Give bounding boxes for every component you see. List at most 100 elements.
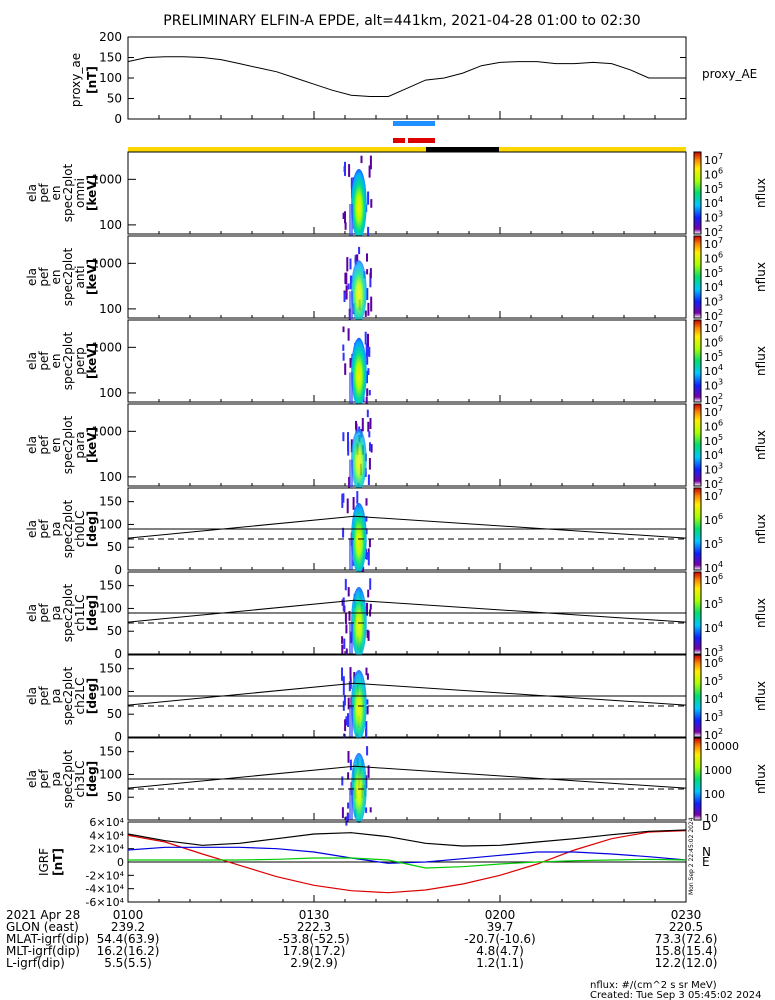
spectrogram-pixel [369,603,372,610]
spectrogram-pixel [347,713,349,725]
footer-row-value: 1.2(1.1) [476,956,524,970]
pa-ytick-label: 150 [99,495,122,509]
colorbar-tick-label: 104 [704,195,723,210]
footer-row-label: MLAT-igrf(dip) [6,932,89,946]
spectrogram-pixel [349,275,352,290]
igrf-ytick-label: 0 [117,856,124,869]
spectrogram-pixel [347,697,350,710]
footer-row-value: 16.2(16.2) [97,944,160,958]
spectrogram-pixel [352,497,355,510]
panel-ylabel: para [73,431,87,458]
panel-ylabel: ch2LC [73,678,87,715]
spectrogram-pixel [349,358,352,368]
spectrogram-pixel [344,272,347,284]
spectrogram-panel-6: 150100500elapefpaspec2plotch1LC[deg]1061… [25,571,768,661]
colorbar-label: nflux [754,514,768,544]
colorbar: 106 105 104 103 nflux [693,571,768,659]
footer-row-value: 39.7 [487,920,514,934]
colorbar-tick-label: 103 [704,644,723,659]
colorbar-tick-label: 105 [704,181,723,196]
spectrogram-pixel [365,667,368,676]
spectrogram-pixel [364,331,367,345]
spectrogram-pixel [356,491,359,504]
en-ytick-label: 100 [99,386,122,400]
spectrogram-pixel [365,807,368,813]
sunlit-bar [128,147,686,153]
colorbar-tick-label: 103 [704,462,723,477]
footer-row-value: 5.5(5.5) [104,956,152,970]
panel-ylabel: [deg] [85,511,99,547]
panel-ylabel: ch1LC [73,595,87,632]
colorbar-tick-label: 104 [704,447,723,462]
proxy-ae-yunit: [nT] [85,66,99,94]
pa-ytick-label: 100 [99,517,122,531]
spectrogram-pixel [342,344,345,351]
panel-ylabel: [deg] [85,678,99,714]
proxy-ae-panel: 200 150 100 50 0 proxy_ae [nT] proxy_AE [69,30,757,126]
spectrogram-pixel [342,212,345,219]
pa-ytick-label: 50 [107,790,122,804]
spectrogram-pixel [342,432,345,442]
igrf-series-n [127,846,687,864]
spectrogram-flux-region [351,587,367,657]
en-ytick-label: 1000 [91,172,122,186]
spectrogram-stripe [349,372,353,404]
spectrogram-pixel [367,765,370,778]
spectrogram-pixel [369,272,372,288]
spectrogram-pixel [370,199,373,208]
colorbar-label: nflux [754,178,768,208]
pa-ytick-label: 50 [107,624,122,638]
plot-title: PRELIMINARY ELFIN-A EPDE, alt=441km, 202… [163,13,640,29]
igrf-ytick-label: 4×10⁴ [89,829,124,842]
panel-ylabel: pef [37,686,51,706]
panel-ylabel: pef [37,519,51,539]
spectrogram-pixel [369,418,372,429]
spectrogram-pixel [365,721,368,736]
colorbar-tick-label: 10 [704,812,718,825]
spectrogram-pixel [368,165,371,178]
colorbar-label: nflux [754,598,768,628]
panel-ylabel: en [49,438,63,453]
spectrogram-pixel [344,719,347,732]
spectrogram-pixel [345,285,348,300]
spectrogram-stripe [349,622,353,654]
spectrogram-pixel [370,444,373,453]
footer-row-value: 222.3 [297,920,331,934]
colorbar-tick-label: 100 [704,788,725,801]
spectrogram-pixel [367,548,370,556]
spectrogram-pixel [344,613,347,624]
spectrogram-pixel [365,498,368,506]
colorbar-label: nflux [754,430,768,460]
pa-ytick-label: 150 [99,662,122,676]
red-marker-1 [393,138,405,143]
panel-ylabel: spec2plot [61,247,75,306]
red-marker-2 [408,138,435,143]
panel-ylabel: spec2plot [61,749,75,808]
igrf-series-total [127,829,687,847]
spectrogram-pixel [347,436,349,451]
panel-ylabel: en [49,186,63,201]
colorbar-tick-label: 104 [704,363,723,378]
panel-ylabel: ela [25,268,39,286]
colorbar-tick-label: 106 [704,418,723,433]
colorbar-tick-label: 107 [704,152,723,167]
spectrogram-pixel [345,816,348,826]
spectrogram-pixel [366,356,369,365]
spectrogram-pixel [342,527,345,538]
spectrogram-pixel [366,746,369,756]
spectrogram-pixel [346,257,349,272]
spectrogram-pixel [344,578,347,591]
pa-ytick-label: 0 [114,563,122,577]
spectrogram-pixel [347,802,350,809]
panel-frame [127,319,687,403]
spectrogram-pixel [367,368,370,375]
spectrogram-pixel [347,283,350,290]
colorbar-tick-label: 106 [704,512,723,527]
spectrogram-pixel [341,644,344,654]
spectrogram-panel-2: 1000100elapefenspec2plotanti[keV]1071061… [25,235,768,323]
